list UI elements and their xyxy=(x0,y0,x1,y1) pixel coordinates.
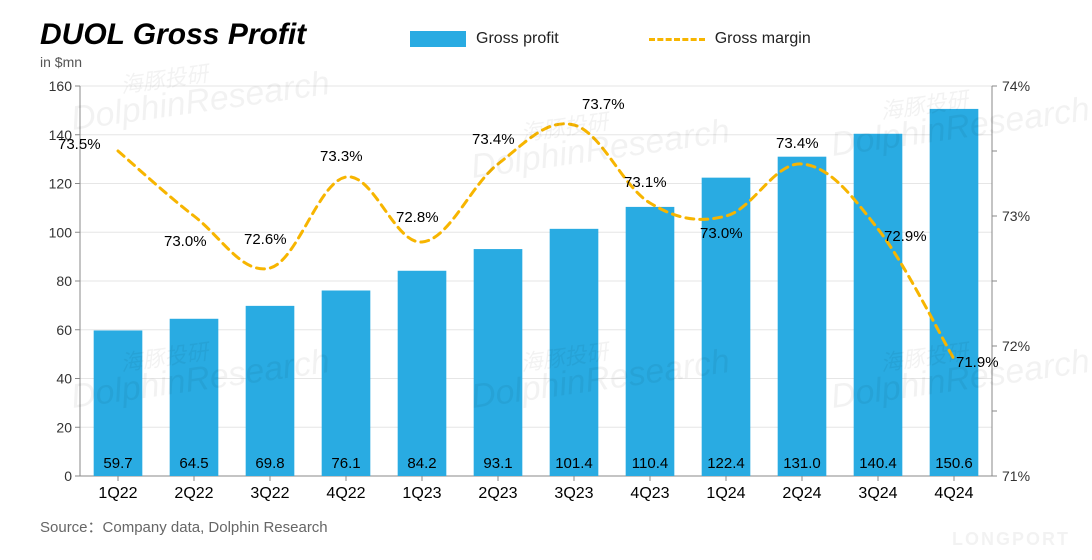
svg-text:110.4: 110.4 xyxy=(632,455,668,472)
svg-text:72.8%: 72.8% xyxy=(396,209,439,226)
bar xyxy=(398,271,447,476)
svg-text:73.1%: 73.1% xyxy=(624,174,667,191)
svg-text:71%: 71% xyxy=(1002,468,1030,484)
bar xyxy=(550,229,599,476)
svg-text:64.5: 64.5 xyxy=(179,455,208,472)
bar xyxy=(474,249,523,476)
svg-text:40: 40 xyxy=(56,371,72,387)
svg-text:20: 20 xyxy=(56,419,72,435)
svg-text:73%: 73% xyxy=(1002,208,1030,224)
svg-text:73.5%: 73.5% xyxy=(58,136,101,153)
bar xyxy=(930,109,979,476)
svg-text:4Q22: 4Q22 xyxy=(326,485,365,502)
svg-text:73.4%: 73.4% xyxy=(472,131,515,148)
svg-text:71.9%: 71.9% xyxy=(956,354,999,371)
svg-text:93.1: 93.1 xyxy=(483,455,512,472)
chart-svg: 02040608010012014016071%72%73%74%59.764.… xyxy=(40,76,1052,506)
svg-text:100: 100 xyxy=(49,224,73,240)
svg-text:73.0%: 73.0% xyxy=(700,225,743,242)
svg-text:1Q24: 1Q24 xyxy=(706,485,745,502)
longport-watermark: LONGPORT xyxy=(952,529,1070,550)
legend-item-line: Gross margin xyxy=(649,30,811,48)
bar xyxy=(246,306,295,476)
svg-text:131.0: 131.0 xyxy=(783,455,821,472)
bar xyxy=(702,178,751,476)
svg-text:72.9%: 72.9% xyxy=(884,228,927,245)
legend-line-label: Gross margin xyxy=(715,30,811,48)
svg-text:2Q22: 2Q22 xyxy=(174,485,213,502)
bar xyxy=(170,319,219,476)
svg-text:73.3%: 73.3% xyxy=(320,148,363,165)
legend-item-bar: Gross profit xyxy=(410,30,559,48)
bar xyxy=(778,157,827,476)
svg-text:120: 120 xyxy=(49,176,73,192)
svg-text:122.4: 122.4 xyxy=(707,455,745,472)
svg-text:2Q24: 2Q24 xyxy=(782,485,821,502)
svg-text:80: 80 xyxy=(56,273,72,289)
bar xyxy=(854,134,903,476)
chart-source: Source：Company data, Dolphin Research xyxy=(40,516,1052,537)
svg-text:74%: 74% xyxy=(1002,78,1030,94)
svg-text:101.4: 101.4 xyxy=(555,455,593,472)
svg-text:4Q23: 4Q23 xyxy=(630,485,669,502)
chart-plot-area: 02040608010012014016071%72%73%74%59.764.… xyxy=(40,76,1052,506)
svg-text:150.6: 150.6 xyxy=(935,455,973,472)
svg-text:4Q24: 4Q24 xyxy=(934,485,973,502)
bar xyxy=(322,291,371,476)
svg-text:72.6%: 72.6% xyxy=(244,231,287,248)
svg-text:69.8: 69.8 xyxy=(255,455,284,472)
chart-legend: Gross profit Gross margin xyxy=(410,30,811,48)
svg-text:73.0%: 73.0% xyxy=(164,233,207,250)
svg-text:1Q22: 1Q22 xyxy=(98,485,137,502)
svg-text:3Q22: 3Q22 xyxy=(250,485,289,502)
svg-text:73.7%: 73.7% xyxy=(582,96,625,113)
svg-text:1Q23: 1Q23 xyxy=(402,485,441,502)
svg-text:60: 60 xyxy=(56,322,72,338)
svg-text:0: 0 xyxy=(64,468,72,484)
svg-text:140.4: 140.4 xyxy=(859,455,897,472)
bar xyxy=(626,207,675,476)
svg-text:84.2: 84.2 xyxy=(407,455,436,472)
svg-text:3Q24: 3Q24 xyxy=(858,485,897,502)
svg-text:59.7: 59.7 xyxy=(103,455,132,472)
svg-text:72%: 72% xyxy=(1002,338,1030,354)
chart-subtitle: in $mn xyxy=(40,54,1052,70)
svg-text:76.1: 76.1 xyxy=(331,455,360,472)
legend-bar-label: Gross profit xyxy=(476,30,559,48)
legend-bar-swatch xyxy=(410,31,466,47)
svg-text:73.4%: 73.4% xyxy=(776,135,819,152)
svg-text:2Q23: 2Q23 xyxy=(478,485,517,502)
svg-text:160: 160 xyxy=(49,78,73,94)
svg-text:3Q23: 3Q23 xyxy=(554,485,593,502)
legend-line-swatch xyxy=(649,38,705,41)
